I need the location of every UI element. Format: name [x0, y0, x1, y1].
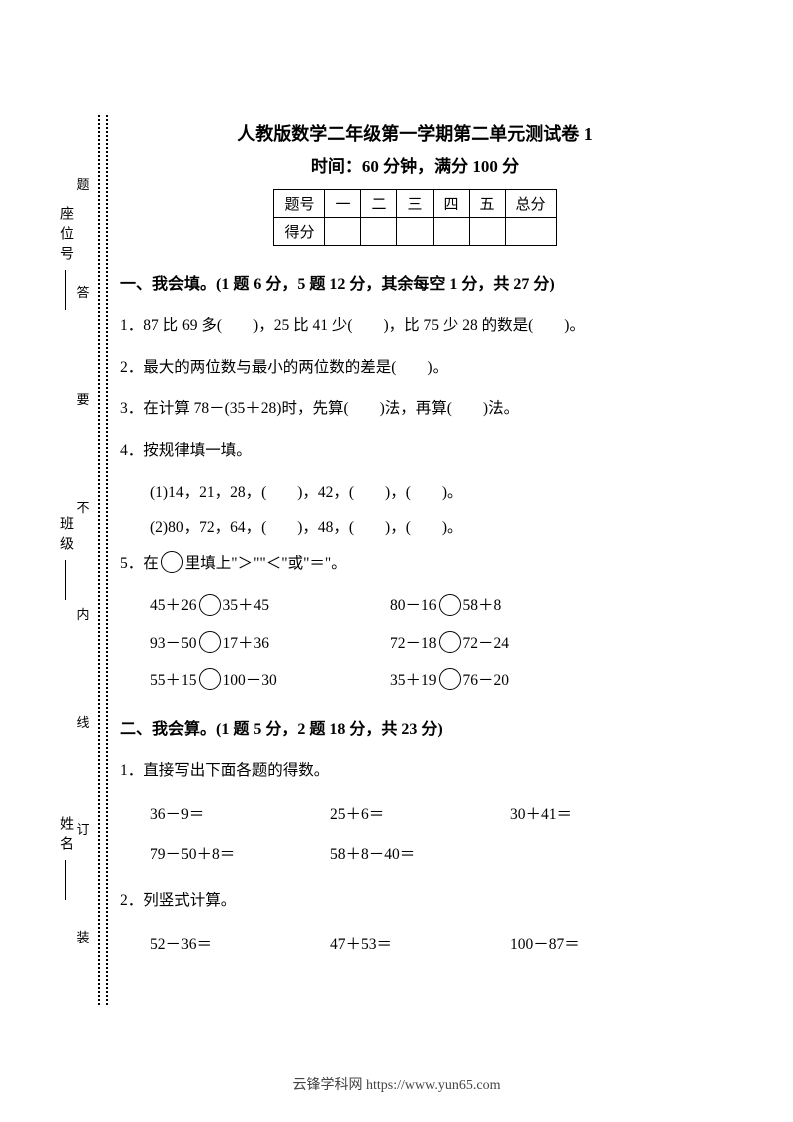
- exam-title: 人教版数学二年级第一学期第二单元测试卷 1: [120, 120, 710, 146]
- exam-subtitle: 时间：60 分钟，满分 100 分: [120, 152, 710, 177]
- compare-row: 55＋15100－30 35＋1976－20: [150, 662, 710, 699]
- dotted-fold-line: [106, 115, 108, 1005]
- score-cell: [469, 218, 505, 246]
- question-1-5: 5．在 里填上"＞""＜"或"＝"。: [120, 546, 710, 582]
- calc-row: 52－36＝ 47＋53＝ 100－87＝: [150, 925, 710, 965]
- calc-cell: [510, 835, 690, 875]
- question-1-1: 1．87 比 69 多( )，25 比 41 少( )，比 75 少 28 的数…: [120, 308, 710, 344]
- calc-cell: 58＋8－40＝: [330, 835, 510, 875]
- score-cell: [361, 218, 397, 246]
- score-cell: [325, 218, 361, 246]
- compare-cell: 35＋1976－20: [390, 662, 630, 699]
- annot-char: 不: [76, 497, 89, 516]
- q5-pre: 5．在: [120, 555, 159, 572]
- compare-row: 93－5017＋36 72－1872－24: [150, 625, 710, 662]
- question-1-4: 4．按规律填一填。: [120, 433, 710, 469]
- calc-cell: 25＋6＝: [330, 795, 510, 835]
- col-header: 二: [361, 190, 397, 218]
- col-header: 一: [325, 190, 361, 218]
- compare-cell: 72－1872－24: [390, 625, 630, 662]
- calc-row: 36－9＝ 25＋6＝ 30＋41＝: [150, 795, 710, 835]
- score-cell: [505, 218, 556, 246]
- annot-char: 装: [76, 927, 89, 946]
- table-row: 题号 一 二 三 四 五 总分: [274, 190, 556, 218]
- compare-cell: 55＋15100－30: [150, 662, 390, 699]
- calc-cell: 30＋41＝: [510, 795, 690, 835]
- row-label: 得分: [274, 218, 325, 246]
- side-label-name: 姓名: [55, 790, 75, 930]
- question-1-2: 2．最大的两位数与最小的两位数的差是( )。: [120, 350, 710, 386]
- question-2-2: 2．列竖式计算。: [120, 883, 710, 919]
- exam-content: 人教版数学二年级第一学期第二单元测试卷 1 时间：60 分钟，满分 100 分 …: [120, 120, 710, 965]
- score-cell: [397, 218, 433, 246]
- q5-post: 里填上"＞""＜"或"＝"。: [185, 555, 347, 572]
- circle-icon: [199, 668, 221, 690]
- score-cell: [433, 218, 469, 246]
- row-label: 题号: [274, 190, 325, 218]
- section-1-head: 一、我会填。(1 题 6 分，5 题 12 分，其余每空 1 分，共 27 分): [120, 270, 710, 294]
- annot-char: 题: [76, 174, 89, 193]
- calc-cell: 47＋53＝: [330, 925, 510, 965]
- circle-icon: [161, 551, 183, 573]
- compare-cell: 45＋2635＋45: [150, 587, 390, 624]
- calc-row: 79－50＋8＝ 58＋8－40＝: [150, 835, 710, 875]
- calc-cell: 79－50＋8＝: [150, 835, 330, 875]
- dotted-fold-line: [98, 115, 100, 1005]
- annot-char: 订: [76, 819, 89, 838]
- circle-icon: [439, 668, 461, 690]
- annot-char: 要: [76, 389, 89, 408]
- table-row: 得分: [274, 218, 556, 246]
- circle-icon: [439, 594, 461, 616]
- question-1-4b: (2)80，72，64，( )，48，( )，( )。: [150, 510, 710, 546]
- calc-cell: 36－9＝: [150, 795, 330, 835]
- side-label-class: 班级: [55, 490, 75, 630]
- side-label-seat: 座位号: [55, 190, 75, 330]
- col-header: 三: [397, 190, 433, 218]
- compare-cell: 80－1658＋8: [390, 587, 630, 624]
- question-1-3: 3．在计算 78－(35＋28)时，先算( )法，再算( )法。: [120, 391, 710, 427]
- col-header: 四: [433, 190, 469, 218]
- section-2-head: 二、我会算。(1 题 5 分，2 题 18 分，共 23 分): [120, 715, 710, 739]
- annot-char: 答: [76, 282, 89, 301]
- compare-cell: 93－5017＋36: [150, 625, 390, 662]
- circle-icon: [439, 631, 461, 653]
- col-header: 五: [469, 190, 505, 218]
- circle-icon: [199, 631, 221, 653]
- col-header: 总分: [505, 190, 556, 218]
- question-2-1: 1．直接写出下面各题的得数。: [120, 753, 710, 789]
- compare-row: 45＋2635＋45 80－1658＋8: [150, 587, 710, 624]
- circle-icon: [199, 594, 221, 616]
- calc-cell: 100－87＝: [510, 925, 690, 965]
- score-table: 题号 一 二 三 四 五 总分 得分: [273, 189, 556, 246]
- page-footer: 云锋学科网 https://www.yun65.com: [0, 1074, 793, 1094]
- annot-char: 内: [76, 604, 89, 623]
- binding-annotations: 题 答 要 不 内 线 订 装: [73, 130, 93, 990]
- question-1-4a: (1)14，21，28，( )，42，( )，( )。: [150, 475, 710, 511]
- annot-char: 线: [76, 712, 89, 731]
- side-labels: 座位号 班级 姓名: [55, 110, 75, 1010]
- calc-cell: 52－36＝: [150, 925, 330, 965]
